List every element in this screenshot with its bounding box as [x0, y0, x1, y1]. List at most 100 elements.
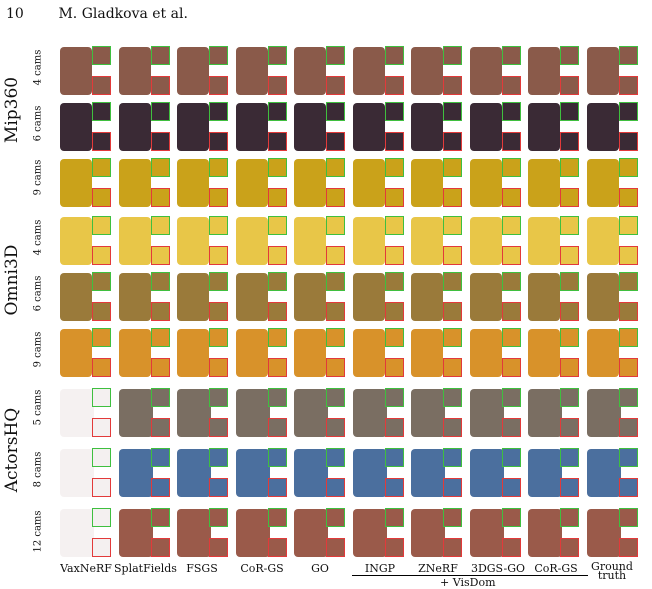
rendered-view — [118, 47, 151, 95]
zoom-inset-red — [209, 76, 228, 95]
page-header: 10 M. Gladkova et al. — [6, 6, 188, 22]
zoom-inset-green — [560, 158, 579, 177]
result-cell — [409, 326, 465, 380]
zoom-inset-red — [501, 418, 521, 437]
zoom-inset-green — [618, 46, 638, 65]
zoom-inset-red — [443, 302, 462, 321]
result-cell — [468, 506, 524, 560]
zoom-inset-red — [267, 302, 287, 321]
rendered-view — [528, 449, 562, 497]
result-cell — [292, 44, 348, 98]
zoom-inset-red — [443, 132, 462, 151]
column-header: CoR-GS — [240, 562, 284, 575]
result-cell — [409, 446, 465, 500]
zoom-inset-red — [384, 188, 404, 207]
result-cell — [409, 270, 465, 324]
rendered-view — [235, 449, 270, 497]
zoom-inset-red — [501, 478, 521, 497]
result-cell — [351, 386, 407, 440]
result-cell — [585, 270, 641, 324]
zoom-inset-green — [618, 328, 638, 347]
zoom-inset-green — [618, 216, 638, 235]
rendered-view — [469, 217, 502, 265]
zoom-inset-green — [150, 272, 170, 291]
zoom-inset-green — [443, 388, 462, 407]
zoom-inset-red — [92, 358, 111, 377]
zoom-inset-green — [618, 102, 638, 121]
rendered-view — [586, 217, 619, 265]
result-cell — [292, 156, 348, 210]
zoom-inset-red — [267, 358, 287, 377]
zoom-inset-red — [92, 76, 111, 95]
zoom-inset-red — [618, 188, 638, 207]
zoom-inset-red — [501, 132, 521, 151]
zoom-inset-red — [560, 358, 579, 377]
zoom-inset-red — [443, 188, 462, 207]
result-cell — [526, 100, 582, 154]
zoom-inset-green — [267, 272, 287, 291]
zoom-inset-green — [267, 158, 287, 177]
column-header: CoR-GS — [534, 562, 578, 575]
zoom-inset-red — [92, 246, 111, 265]
zoom-inset-red — [150, 188, 170, 207]
rendered-view — [177, 273, 209, 321]
result-cell — [117, 270, 173, 324]
zoom-inset-red — [209, 478, 228, 497]
zoom-inset-red — [443, 246, 462, 265]
zoom-inset-green — [560, 388, 579, 407]
rendered-view — [411, 273, 443, 321]
result-cell — [468, 326, 524, 380]
zoom-inset-red — [92, 538, 111, 557]
row-label: 9 cams — [32, 159, 44, 196]
result-cell — [58, 446, 114, 500]
zoom-inset-green — [150, 328, 170, 347]
rendered-view — [528, 217, 560, 265]
zoom-inset-red — [618, 538, 638, 557]
rendered-view — [294, 449, 328, 497]
row-label: 4 cams — [32, 219, 44, 256]
result-cell — [585, 386, 641, 440]
rendered-view — [469, 509, 504, 557]
rendered-view — [118, 329, 151, 377]
zoom-inset-red — [618, 358, 638, 377]
rendered-view — [118, 159, 151, 207]
result-cell — [175, 326, 231, 380]
rendered-view — [411, 159, 443, 207]
result-cell — [234, 156, 290, 210]
zoom-inset-green — [618, 448, 638, 467]
result-cell — [526, 44, 582, 98]
result-cell — [175, 386, 231, 440]
rendered-view — [235, 273, 268, 321]
result-cell — [58, 156, 114, 210]
zoom-inset-red — [384, 418, 404, 437]
zoom-inset-green — [92, 272, 111, 291]
zoom-inset-red — [267, 418, 287, 437]
rendered-view — [294, 159, 326, 207]
zoom-inset-green — [443, 216, 462, 235]
rendered-view — [235, 389, 270, 437]
zoom-inset-green — [150, 46, 170, 65]
rendered-view — [294, 509, 328, 557]
rendered-view — [352, 449, 387, 497]
result-cell — [409, 214, 465, 268]
zoom-inset-green — [443, 46, 462, 65]
rendered-view — [118, 389, 153, 437]
zoom-inset-red — [618, 302, 638, 321]
rendered-view — [411, 103, 443, 151]
result-cell — [585, 326, 641, 380]
zoom-inset-green — [150, 508, 170, 527]
rendered-view — [177, 217, 209, 265]
zoom-inset-green — [92, 216, 111, 235]
result-cell — [58, 214, 114, 268]
rendered-view — [411, 217, 443, 265]
result-cell — [351, 44, 407, 98]
zoom-inset-green — [209, 102, 228, 121]
rendered-view — [352, 103, 385, 151]
zoom-inset-red — [618, 478, 638, 497]
column-header: 3DGS-GO — [470, 562, 526, 575]
rendered-view — [352, 47, 385, 95]
result-cell — [117, 156, 173, 210]
result-cell — [468, 214, 524, 268]
zoom-inset-red — [384, 358, 404, 377]
zoom-inset-green — [560, 46, 579, 65]
